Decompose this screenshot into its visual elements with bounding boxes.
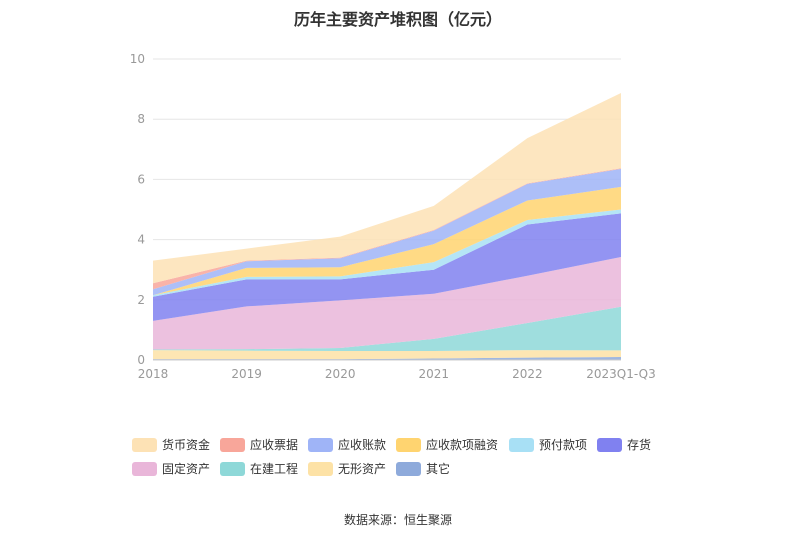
y-tick-label: 10: [130, 52, 145, 66]
y-tick-label: 2: [137, 293, 145, 307]
x-tick-label: 2019: [231, 367, 262, 381]
legend-item[interactable]: 预付款项: [509, 436, 587, 453]
chart-title: 历年主要资产堆积图（亿元）: [293, 10, 502, 29]
legend-swatch: [509, 437, 534, 452]
legend-label: 其它: [426, 462, 451, 476]
legend-label: 预付款项: [539, 438, 588, 452]
area-series-其它: [153, 356, 621, 360]
legend-item[interactable]: 固定资产: [132, 460, 210, 477]
legend-swatch: [308, 461, 333, 476]
legend-swatch: [132, 461, 157, 476]
legend-item[interactable]: 在建工程: [220, 460, 298, 477]
legend-item[interactable]: 无形资产: [308, 460, 386, 477]
x-tick-label: 2022: [512, 367, 543, 381]
x-tick-label: 2020: [325, 367, 356, 381]
legend-item[interactable]: 应收账款: [308, 436, 386, 453]
y-tick-label: 6: [137, 172, 145, 186]
legend-label: 应收票据: [250, 438, 299, 452]
legend-label: 应收账款: [338, 438, 387, 452]
area-series-预付款项: [153, 209, 621, 297]
y-tick-label: 0: [137, 353, 145, 367]
legend-label: 固定资产: [162, 462, 211, 476]
legend-item[interactable]: 货币资金: [132, 436, 210, 453]
legend-label: 应收款项融资: [426, 438, 499, 452]
area-series-货币资金: [153, 93, 621, 284]
legend-swatch: [132, 437, 157, 452]
legend-swatch: [396, 437, 421, 452]
legend-swatch: [597, 437, 622, 452]
y-tick-label: 4: [137, 233, 145, 247]
legend-swatch: [396, 461, 421, 476]
x-tick-label: 2023Q1-Q3: [586, 367, 655, 381]
legend-label: 货币资金: [162, 438, 211, 452]
legend-item[interactable]: 其它: [396, 460, 450, 477]
legend-item[interactable]: 应收票据: [220, 436, 298, 453]
legend-item[interactable]: 存货: [597, 436, 651, 453]
legend-item[interactable]: 应收款项融资: [396, 436, 498, 453]
legend-label: 在建工程: [250, 462, 299, 476]
area-series-应收账款: [153, 168, 621, 296]
x-tick-label: 2021: [419, 367, 450, 381]
legend-label: 无形资产: [338, 462, 387, 476]
legend-label: 存货: [627, 438, 652, 452]
x-tick-label: 2018: [138, 367, 169, 381]
area-series-无形资产: [153, 350, 621, 360]
area-chart: 0 2 4 6 8 10 2018 2019 2020 2021 2022 2023Q1-Q3: [130, 52, 656, 381]
data-source: 数据来源：恒生聚源: [343, 513, 452, 527]
y-tick-label: 8: [137, 112, 145, 126]
legend-swatch: [308, 437, 333, 452]
legend-swatch: [220, 461, 245, 476]
legend-swatch: [220, 437, 245, 452]
area-series-存货: [153, 213, 621, 321]
area-series-固定资产: [153, 257, 621, 350]
area-series-在建工程: [153, 306, 621, 351]
area-series-应收款项融资: [153, 186, 621, 296]
